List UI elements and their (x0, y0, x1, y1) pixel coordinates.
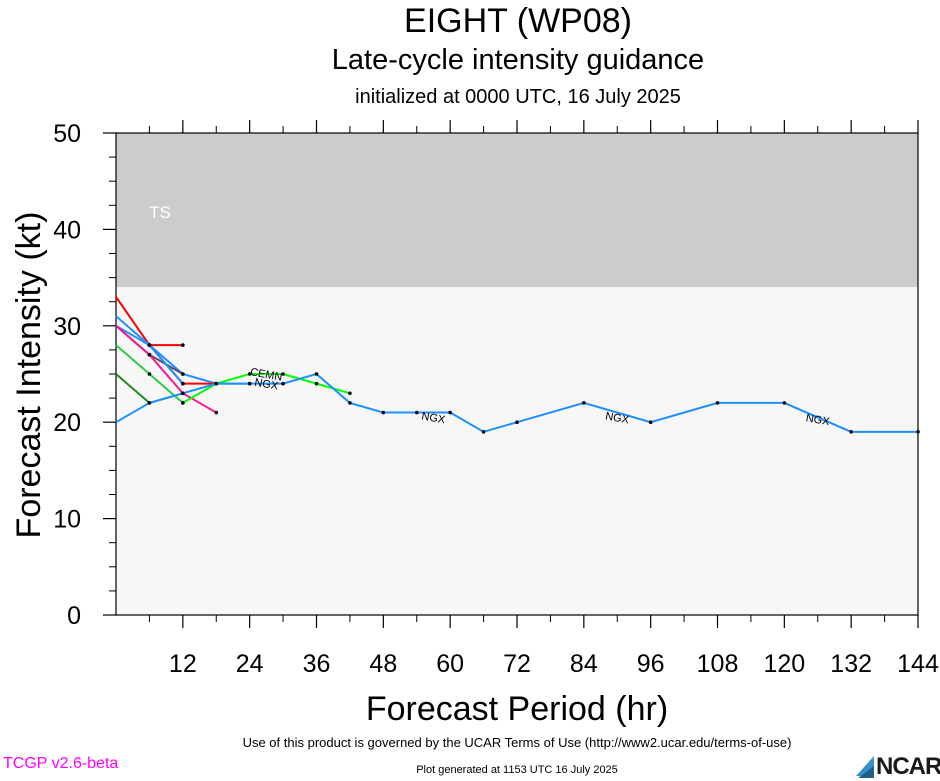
series-point (782, 401, 787, 405)
x-tick-label: 108 (697, 650, 739, 678)
model-label: NGX (421, 410, 447, 426)
series-point (849, 430, 853, 434)
series-point (147, 401, 152, 405)
generated-time: Plot generated at 1153 UTC 16 July 2025 (416, 764, 618, 776)
series-point (348, 391, 352, 396)
series-point (247, 372, 252, 376)
series-point (648, 420, 653, 425)
y-tick-label: 50 (53, 120, 81, 148)
series-point (214, 410, 219, 415)
x-axis-label: Forecast Period (hr) (366, 690, 668, 728)
series-point (181, 343, 185, 347)
series-point (381, 410, 386, 415)
intensity-chart: TS 0 10 20 30 40 50 12 24 36 48 60 72 84 96 108 120 132 1… (10, 120, 939, 728)
terms-of-use: Use of this product is governed by the U… (242, 735, 792, 750)
ncar-logo-text: NCAR (876, 753, 940, 780)
x-tick-label: 84 (570, 650, 598, 678)
series-point (281, 381, 285, 386)
x-tick-label: 72 (503, 650, 531, 678)
x-tick-label: 120 (763, 650, 805, 678)
series-point (147, 352, 152, 357)
series-point (414, 410, 419, 415)
series-point (515, 420, 519, 425)
x-tick-label: 12 (169, 650, 197, 678)
model-label: NGX (253, 377, 279, 393)
band-0 (116, 133, 918, 288)
series-point (247, 381, 252, 386)
y-tick-label: 30 (53, 313, 81, 341)
series-point (448, 410, 452, 415)
series-point (147, 343, 152, 347)
model-label: NGX (805, 412, 831, 428)
x-tick-label: 36 (303, 650, 331, 678)
series-point (314, 381, 319, 386)
series-line-4 (115, 325, 217, 414)
x-tick-label: 144 (897, 650, 939, 678)
series-point (281, 372, 285, 376)
model-label: CEMN (249, 366, 283, 383)
series-point (916, 430, 920, 434)
band-label-0: TS (149, 203, 171, 222)
y-tick-label: 40 (53, 216, 81, 244)
series-point (348, 401, 352, 405)
series-point (582, 401, 586, 405)
band-1 (116, 287, 918, 615)
series-point (181, 381, 185, 386)
init-time: initialized at 0000 UTC, 16 July 2025 (355, 86, 681, 108)
version-label: TCGP v2.6-beta (3, 755, 119, 772)
series-line-7 (182, 373, 351, 404)
chart-title: EIGHT (WP08) (404, 2, 632, 40)
y-tick-label: 0 (67, 602, 81, 630)
series-point (181, 401, 185, 405)
series-point (147, 372, 152, 376)
x-tick-label: 24 (236, 650, 264, 678)
y-tick-label: 10 (53, 506, 81, 534)
x-tick-label: 48 (369, 650, 397, 678)
y-tick-label: 20 (53, 409, 81, 437)
x-tick-label: 132 (830, 650, 872, 678)
series-point (181, 372, 185, 376)
x-tick-label: 60 (436, 650, 464, 678)
chart-subtitle: Late-cycle intensity guidance (331, 44, 705, 76)
series-point (181, 391, 185, 396)
series-point (715, 401, 720, 405)
series-point (481, 430, 486, 434)
series-point (214, 381, 219, 386)
y-axis-label: Forecast Intensity (kt) (10, 212, 48, 539)
model-label: NGX (604, 410, 630, 426)
ncar-logo-icon (856, 756, 874, 778)
ncar-logo: NCAR (854, 752, 940, 780)
series-point (314, 372, 319, 376)
x-tick-label: 96 (637, 650, 665, 678)
